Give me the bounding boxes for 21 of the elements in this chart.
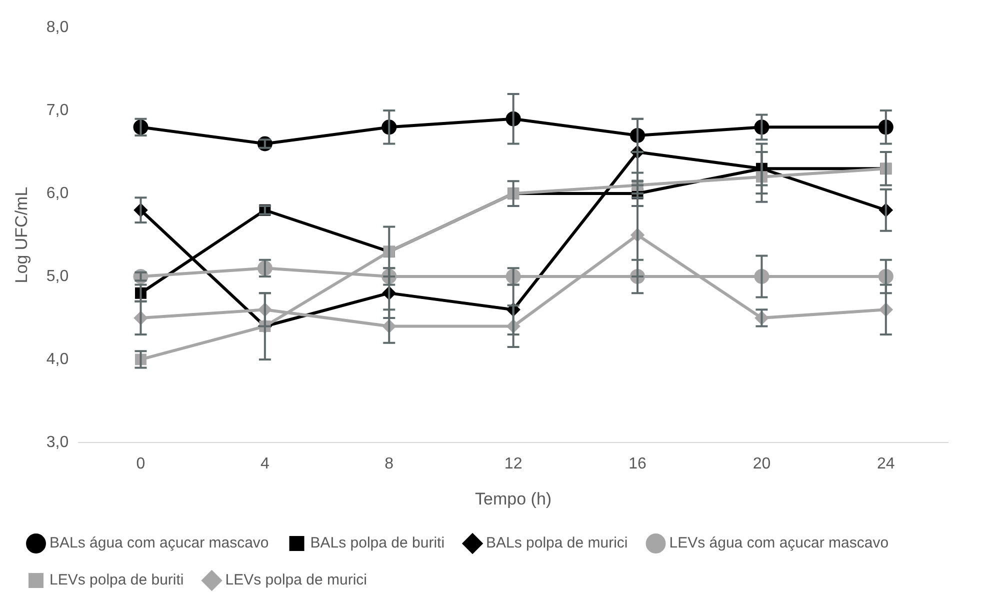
y-tick-label: 5,0 xyxy=(46,268,69,285)
y-tick-label: 4,0 xyxy=(46,350,69,368)
y-tick-label: 8,0 xyxy=(46,19,69,36)
y-tick-label: 3,0 xyxy=(46,434,69,451)
x-tick-label: 16 xyxy=(628,455,647,472)
y-tick-label: 6,0 xyxy=(46,184,69,202)
x-tick-label: 20 xyxy=(752,455,771,472)
legend-label: LEVs polpa de buriti xyxy=(50,572,184,589)
x-tick-label: 8 xyxy=(384,455,394,472)
x-tick-label: 24 xyxy=(877,455,895,472)
x-axis-title: Tempo (h) xyxy=(475,489,552,508)
legend-label: LEVs água com açucar mascavo xyxy=(669,534,889,552)
y-tick-label: 7,0 xyxy=(46,102,69,119)
x-tick-label: 0 xyxy=(136,455,146,472)
legend-label: BALs polpa de murici xyxy=(486,534,628,552)
legend-label: BALs água com açucar mascavo xyxy=(50,534,269,552)
legend-label: LEVs polpa de murici xyxy=(225,572,368,589)
x-tick-label: 4 xyxy=(260,455,270,472)
y-axis-title: Log UFC/mL xyxy=(12,186,31,284)
legend-label: BALs polpa de buriti xyxy=(310,534,445,552)
x-tick-label: 12 xyxy=(504,455,522,472)
